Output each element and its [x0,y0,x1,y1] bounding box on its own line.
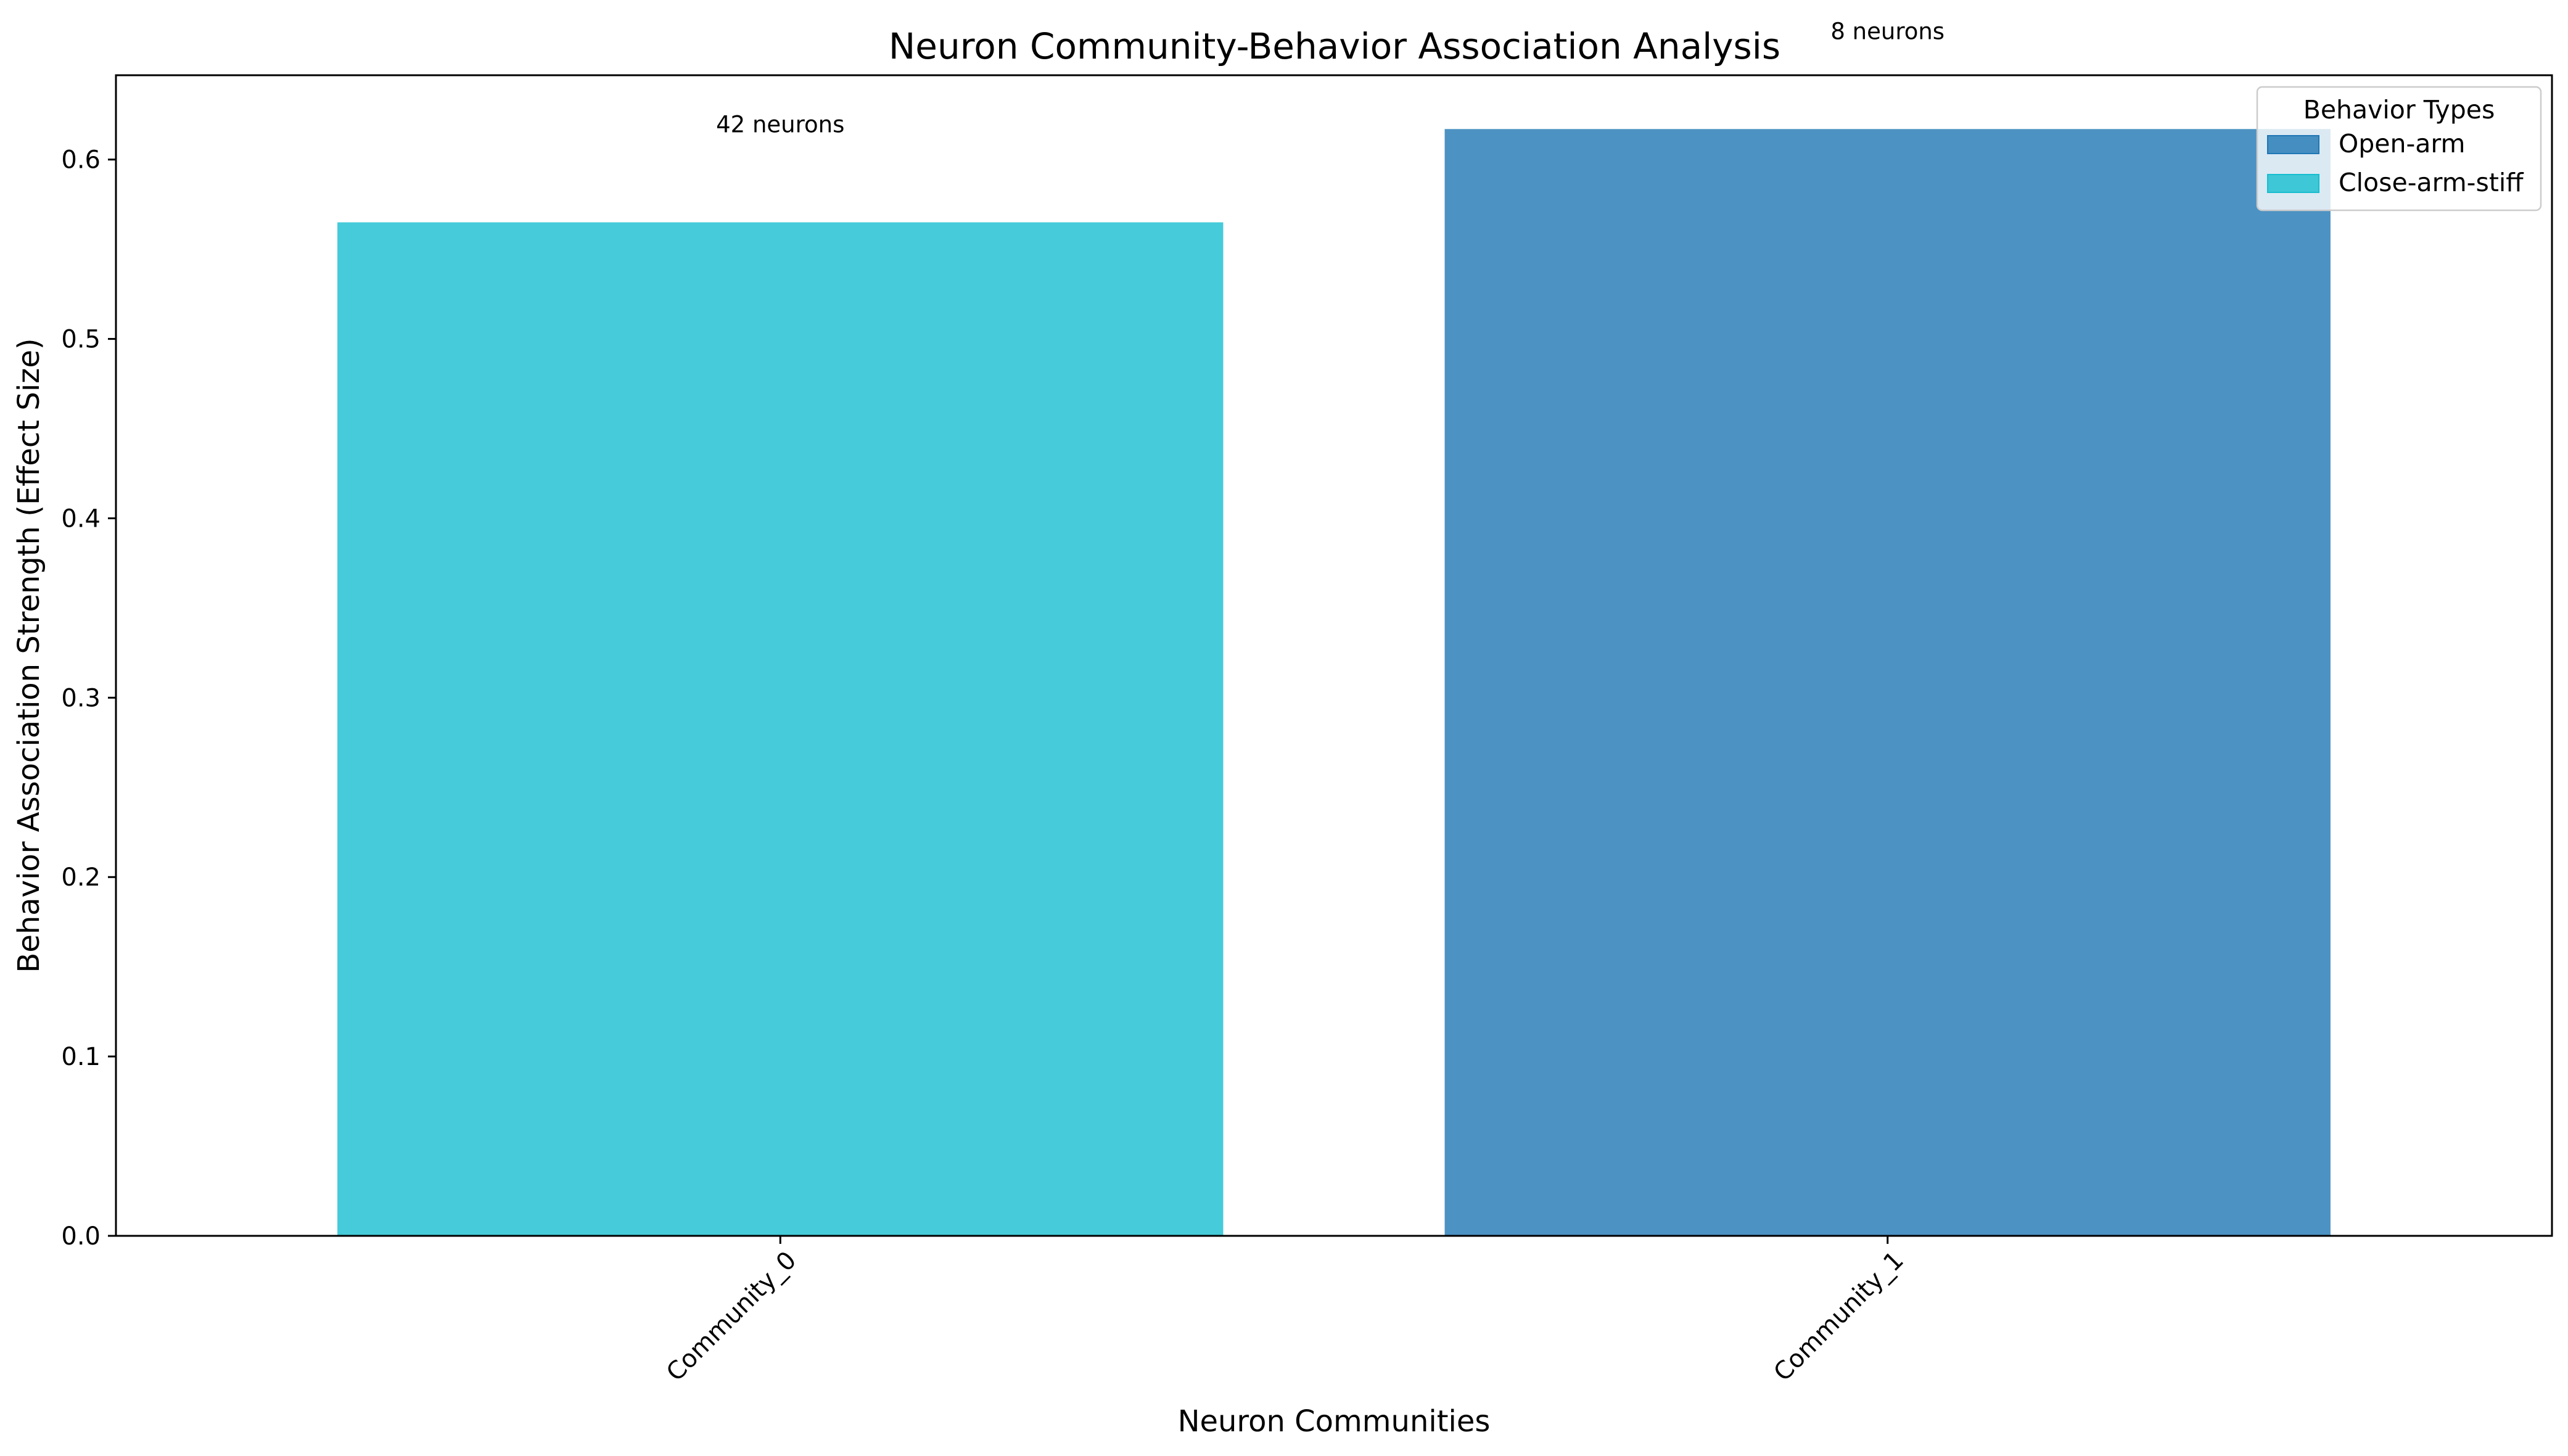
bar-community-0 [337,222,1224,1236]
legend: Behavior Types Open-arm Close-arm-stiff [2256,86,2542,212]
legend-title: Behavior Types [2303,95,2495,125]
y-tick-label: 0.5 [61,326,101,354]
legend-entry-label: Close-arm-stiff [2339,168,2524,197]
legend-box [2256,86,2542,212]
x-axis-ticks: Community_0 Community_1 [661,1236,1909,1387]
y-axis-label: Behavior Association Strength (Effect Si… [12,338,46,973]
y-tick-label: 0.2 [61,863,101,892]
legend-entries: Open-arm Close-arm-stiff [2267,129,2524,197]
bar-count-label: 42 neurons [716,112,844,138]
y-tick-label: 0.0 [61,1222,101,1251]
x-axis-label: Neuron Communities [1178,1404,1491,1439]
legend-entry-label: Open-arm [2339,129,2466,158]
x-tick-label: Community_0 [661,1246,802,1387]
y-tick-label: 0.4 [61,504,101,533]
y-axis-ticks: 0.0 0.1 0.2 0.3 0.4 0.5 0.6 [61,146,116,1251]
x-tick-label: Community_1 [1768,1246,1909,1387]
y-tick-label: 0.3 [61,684,101,712]
bar-count-label: 8 neurons [1830,18,1945,44]
legend-swatch [2267,135,2319,154]
bars-layer [337,129,2331,1236]
data-labels-layer: 42 neurons 8 neurons [716,18,1945,138]
bar-community-1 [1444,129,2331,1236]
y-tick-label: 0.1 [61,1043,101,1071]
plot-frame [115,74,2553,1237]
legend-swatch [2267,174,2319,193]
y-tick-label: 0.6 [61,146,101,175]
chart-title: Neuron Community-Behavior Association An… [889,25,1780,67]
